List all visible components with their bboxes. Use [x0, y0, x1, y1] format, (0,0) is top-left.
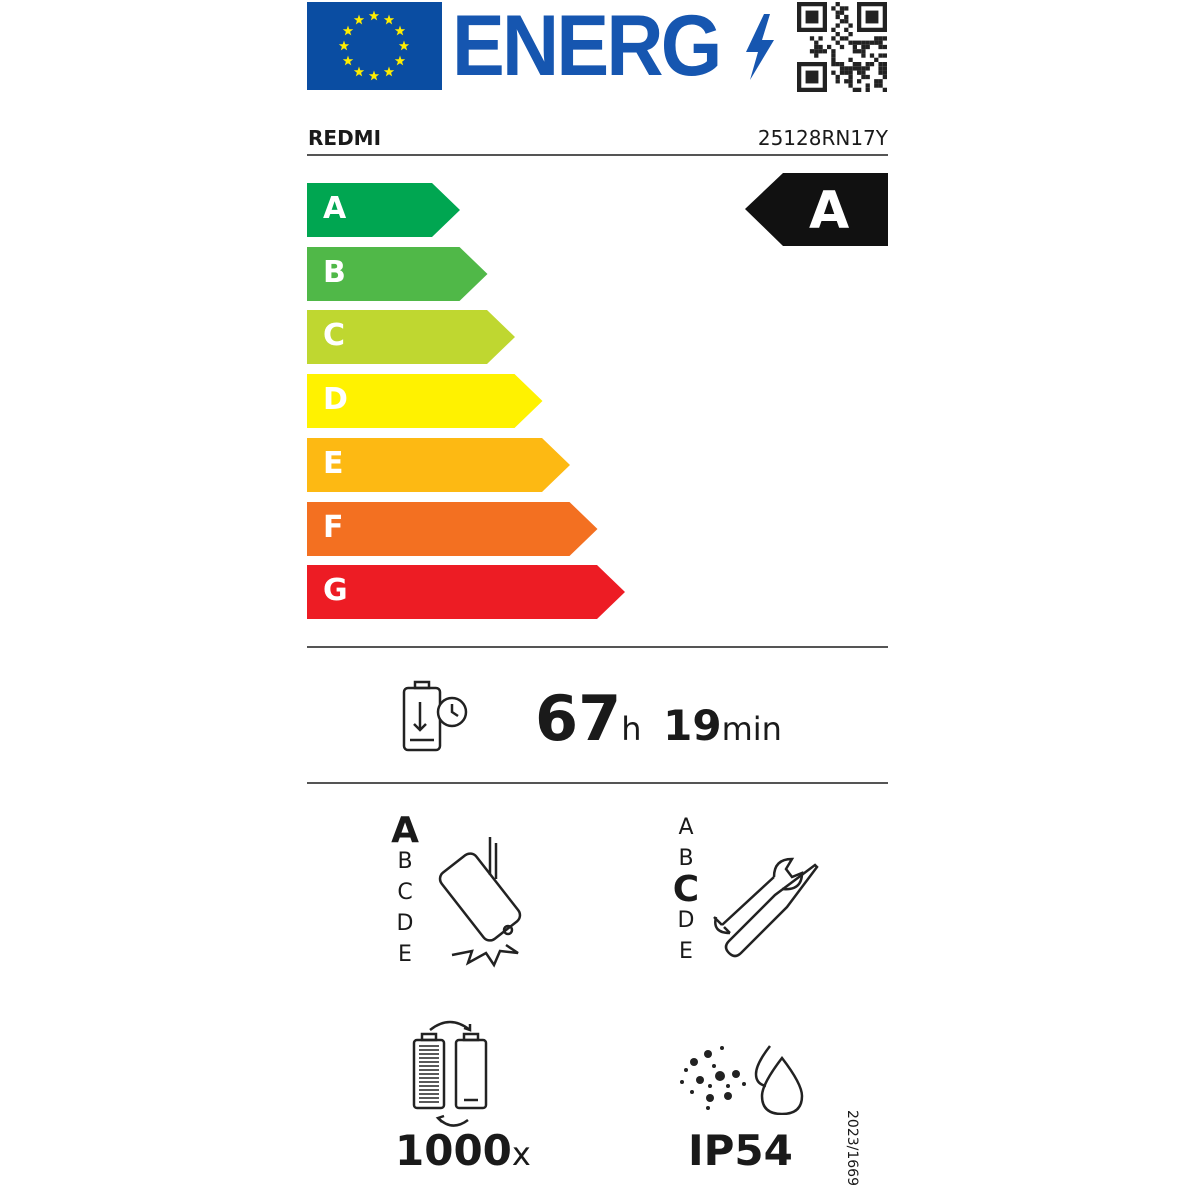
divider	[307, 154, 888, 156]
wrench-screwdriver-icon	[713, 857, 819, 958]
battery-cycle-icon	[412, 1020, 488, 1127]
scale-class: E	[398, 942, 412, 967]
star-icon	[353, 66, 365, 77]
energy-class-label: D	[323, 382, 348, 418]
energy-class-bar-e: E	[307, 437, 572, 492]
star-icon	[342, 25, 354, 36]
scale-class: B	[397, 849, 413, 874]
scale-class: D	[677, 908, 695, 933]
energy-class-bar-a: A	[307, 183, 462, 237]
energy-rating-arrow: A	[745, 173, 889, 250]
energy-class-bar-f: F	[307, 501, 600, 556]
scale-class: D	[396, 911, 414, 936]
star-icon	[394, 25, 406, 36]
model-number: 25128RN17Y	[757, 126, 888, 150]
scale-class: C	[397, 880, 413, 905]
eu-flag-icon	[307, 2, 442, 90]
energy-class-label: E	[323, 445, 344, 481]
energy-class-label: G	[323, 573, 348, 609]
energy-class-label: F	[323, 509, 344, 545]
brand-name: REDMI	[308, 126, 382, 150]
star-icon	[398, 40, 410, 51]
battery-cycles-value: 1000x	[395, 1126, 531, 1175]
energy-class-bar-c: C	[307, 310, 517, 365]
scale-class: A	[391, 810, 419, 851]
energy-class-bar-d: D	[307, 374, 545, 429]
energy-class-bar-b: B	[307, 246, 490, 301]
scale-class: A	[678, 815, 694, 840]
energy-logo: ENERG	[452, 0, 722, 94]
regulation-number: 2023/1669	[844, 1110, 860, 1186]
energy-class-bar-g: G	[307, 565, 627, 620]
star-icon	[368, 10, 380, 21]
energy-rating-label: A	[809, 181, 850, 241]
star-icon	[394, 55, 406, 66]
phone-drop-icon	[438, 837, 522, 968]
battery-clock-icon	[402, 680, 468, 752]
dust-water-icon	[680, 1045, 804, 1115]
star-icon	[368, 70, 380, 81]
scale-class: B	[678, 846, 694, 871]
qr-code-icon	[797, 2, 887, 92]
star-icon	[342, 55, 354, 66]
divider	[307, 782, 888, 784]
divider	[307, 646, 888, 648]
energy-class-label: B	[323, 254, 346, 290]
energy-class-label: A	[323, 191, 347, 226]
star-icon	[383, 14, 395, 25]
star-icon	[338, 40, 350, 51]
battery-endurance: 67h 19min	[535, 682, 782, 755]
star-icon	[353, 14, 365, 25]
ip-rating: IP54	[688, 1126, 793, 1175]
scale-class: C	[672, 869, 700, 910]
star-icon	[383, 66, 395, 77]
energy-class-label: C	[323, 318, 346, 354]
lightning-bolt-icon	[746, 14, 774, 80]
scale-class: E	[679, 939, 693, 964]
